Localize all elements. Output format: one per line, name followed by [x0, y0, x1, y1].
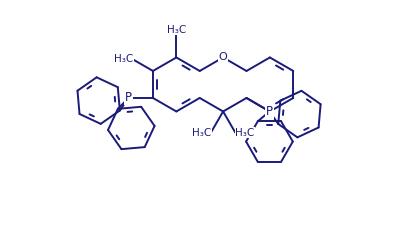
Text: P: P [266, 105, 273, 118]
Text: O: O [219, 52, 227, 62]
Text: P: P [125, 91, 132, 105]
Text: H₃C: H₃C [192, 128, 211, 138]
Text: H₃C: H₃C [167, 24, 186, 35]
Text: H₃C: H₃C [235, 128, 254, 138]
Text: H₃C: H₃C [114, 54, 133, 65]
